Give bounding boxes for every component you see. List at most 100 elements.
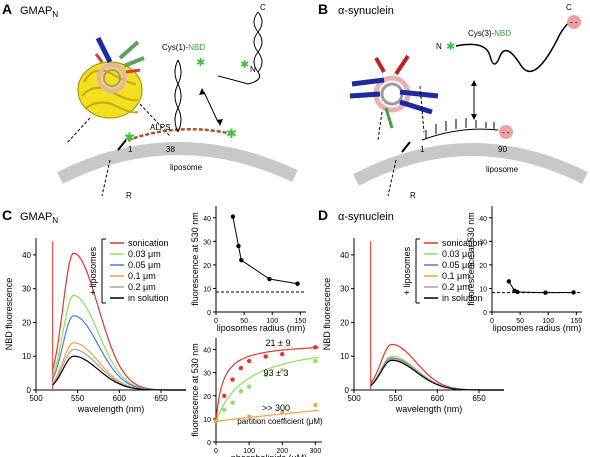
alps-segment <box>127 127 233 142</box>
spectraD-y-tick-label: 10 <box>340 352 349 361</box>
legend-group-label: + liposomes <box>88 246 98 295</box>
radiusC-y-tick-label: 40 <box>203 216 211 223</box>
zoom-line-a1 <box>65 117 91 145</box>
partition-point <box>214 419 218 423</box>
spectraD-series-in-solution <box>370 359 504 391</box>
spectraC-x-tick-label: 550 <box>71 394 85 403</box>
partition-y-tick-label: 0 <box>207 440 211 447</box>
partition-fit-label: 21 ± 9 <box>266 338 291 348</box>
spectraD-x-label: wavelength (nm) <box>395 404 463 414</box>
radiusC-point <box>236 243 241 249</box>
spectraD-y-tick-label: 20 <box>340 318 349 327</box>
res-1-label-b: 1 <box>420 145 425 154</box>
legend-entry: in solution <box>128 293 169 303</box>
spectraD-y-tick-label: 0 <box>345 386 350 395</box>
radiusD-point <box>571 290 576 295</box>
partition-y-tick-label: 20 <box>203 394 211 401</box>
nbd-star-icon-a3: ✱ <box>196 57 205 69</box>
radiusD-x-tick-label: 150 <box>571 318 583 325</box>
radiusC-y-tick-label: 0 <box>207 310 211 317</box>
partition-point <box>280 351 285 357</box>
partition-x-tick-label: 300 <box>310 448 322 455</box>
radiusC-point <box>230 214 236 219</box>
panel-d: D α-synuclein 500 550 600 650010203040wavel… <box>318 206 582 414</box>
spectraC-y-tick-label: 30 <box>22 285 31 294</box>
panel-c-letter: C <box>2 207 12 223</box>
nbd-star-icon-a1: ✱ <box>124 130 135 145</box>
c-terminus-a: C <box>260 3 266 12</box>
radiusC-y-tick-label: 20 <box>203 263 211 270</box>
radiusD-y-tick-label: 0 <box>483 310 487 317</box>
spectraD-series-sonication <box>370 343 504 391</box>
cys-label-b: Cys(3)-NBD <box>468 29 511 38</box>
legend-entry: 0.03 μm <box>442 249 475 259</box>
radiusD-y-tick-label: 30 <box>479 239 487 246</box>
spectra-chart-d: 500 550 600 650 0 10 20 30 40 wavelength (nm) NBD … <box>322 238 504 414</box>
radiusC-point <box>295 281 300 286</box>
radiusD-x-label: liposomes radius (nm) <box>493 323 582 333</box>
spectraC-series-in-solution <box>52 355 186 391</box>
radiusD-point <box>543 290 548 295</box>
peptide-spikes-b <box>421 118 499 141</box>
radiusC-point <box>239 257 244 263</box>
n-terminus-b: N <box>436 42 442 51</box>
unbound-coil-a <box>217 11 263 85</box>
radiusD-y-label: fluorescence at 530 nm <box>466 212 476 306</box>
partition-point <box>263 372 268 378</box>
legend-entry: 0.2 μm <box>128 282 156 292</box>
partition-point <box>280 410 285 414</box>
partition-point <box>247 414 251 419</box>
spectraD-y-tick-label: 30 <box>340 285 349 294</box>
radius-chart-d: 0 50 100 150 0 10 20 30 40 liposomes radius (nm) f… <box>466 206 582 333</box>
panel-a-title: GMAPN <box>20 5 58 19</box>
partition-x-label: phospholipids (μM) <box>231 453 307 457</box>
spectraD-series-0-2-m <box>370 358 504 391</box>
panel-b-letter: B <box>318 1 328 17</box>
legend-entry: 0.05 μm <box>128 260 161 270</box>
spectraC-series-sonication <box>52 252 186 391</box>
legend-entry: 0.1 μm <box>128 271 156 281</box>
radiusD-point <box>506 279 512 284</box>
nbd-star-icon-b1: ✱ <box>446 41 455 53</box>
radius-chart-c: 0 50 100 150 0 10 20 30 40 liposomes radius (nm) f… <box>190 206 306 333</box>
partition-point <box>280 368 285 373</box>
radiusC-y-tick-label: 10 <box>203 286 211 293</box>
radiusD-x-tick-label: 50 <box>516 318 524 325</box>
radiusD-y-tick-label: 40 <box>479 216 487 223</box>
radiusC-x-tick-label: 0 <box>214 318 218 325</box>
spectraD-x-tick-label: 550 <box>389 394 403 403</box>
spectraC-x-tick-label: 500 <box>29 394 43 403</box>
partition-y-tick-label: 40 <box>203 348 211 355</box>
spectraC-x-tick-label: 600 <box>113 394 127 403</box>
panel-c-title: GMAPN <box>20 211 58 225</box>
partition-point <box>246 384 252 389</box>
partition-point <box>222 393 227 398</box>
legend-entry: 0.1 μm <box>442 271 470 281</box>
alps-label: ALPS <box>150 123 170 132</box>
nbd-star-icon-a2: ✱ <box>226 126 237 141</box>
radiusC-point <box>267 276 272 282</box>
unbound-chain-b <box>455 19 577 73</box>
radiusC-x-tick-label: 150 <box>295 318 307 325</box>
panel-c: C GMAPN 500 550 600 650010203040wavelength … <box>2 206 323 457</box>
partition-x-tick-label: 200 <box>276 448 288 455</box>
radiusD-x-tick-label: 0 <box>490 318 494 325</box>
svg-text:- -: - - <box>570 18 578 27</box>
partition-fit-2 <box>215 409 319 422</box>
radiusD-y-tick-label: 10 <box>479 286 487 293</box>
spectra-chart-c: 500 550 600 650 0 10 20 30 40 wavelength (nm) NBD … <box>4 238 186 414</box>
partition-point <box>230 400 235 405</box>
legend-entry: in solution <box>442 293 483 303</box>
r-label-b: R <box>410 191 416 200</box>
spectraC-series-0-05-m <box>52 315 186 391</box>
partition-fit-1 <box>215 356 319 422</box>
legend-group-label: + liposomes <box>402 246 412 295</box>
radiusD-point <box>515 289 520 295</box>
partition-point <box>263 354 268 359</box>
partition-point <box>246 358 252 364</box>
partition-point <box>222 407 227 412</box>
legend-entry: 0.03 μm <box>128 249 161 259</box>
spectraD-x-tick-label: 500 <box>347 394 361 403</box>
res-90-label-b: 90 <box>498 145 507 154</box>
partition-y-label: fluorescence at 530 nm <box>190 343 200 437</box>
